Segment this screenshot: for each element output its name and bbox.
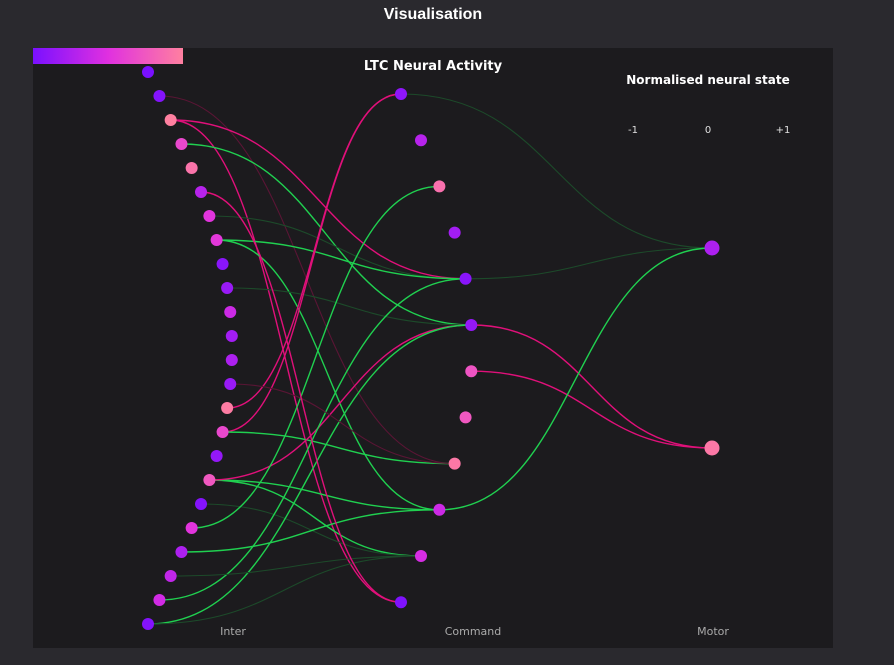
synapse-excitatory-27 xyxy=(439,247,713,511)
synapse-excitatory-15 xyxy=(191,185,440,529)
neuron-command-2 xyxy=(433,180,446,193)
synapse-inhibitory-1 xyxy=(170,119,466,280)
synapse-inhibitory-26 xyxy=(471,370,713,449)
neuron-inter-18 xyxy=(195,498,208,510)
synapse-layer xyxy=(147,93,713,625)
synapse-inhibitory-20 xyxy=(230,383,455,465)
neuron-inter-8 xyxy=(216,258,229,270)
neuron-inter-16 xyxy=(210,450,223,462)
neuron-inter-6 xyxy=(203,210,216,222)
synapse-excitatory-7 xyxy=(227,287,472,326)
plot-title: LTC Neural Activity xyxy=(363,59,503,74)
layer-label-inter: Inter xyxy=(220,625,246,638)
network-panel: LTC Neural Activity Normalised neural st… xyxy=(33,48,833,648)
synapse-excitatory-5 xyxy=(216,239,466,280)
neuron-command-8 xyxy=(448,457,461,470)
synapse-excitatory-16 xyxy=(181,509,440,553)
synapse-inhibitory-9 xyxy=(222,93,402,433)
neuron-inter-12 xyxy=(225,354,238,366)
neuron-inter-7 xyxy=(210,234,223,246)
neuron-inter-0 xyxy=(142,66,154,78)
layer-label-command: Command xyxy=(444,625,502,638)
neuron-motor-1 xyxy=(704,440,720,456)
synapse-excitatory-12 xyxy=(209,479,422,557)
neuron-inter-14 xyxy=(221,402,234,414)
window-title: Visualisation xyxy=(383,6,483,23)
neuron-command-1 xyxy=(415,134,428,147)
neuron-command-0 xyxy=(395,88,407,100)
neuron-inter-23 xyxy=(142,618,154,630)
neuron-command-10 xyxy=(415,550,428,562)
neuron-inter-2 xyxy=(164,114,177,126)
synapse-excitatory-6 xyxy=(216,239,440,511)
colorbar-tick-max: +1 xyxy=(775,125,791,136)
neuron-command-11 xyxy=(395,596,407,609)
synapse-inhibitory-2 xyxy=(170,119,402,603)
synapse-excitatory-21 xyxy=(170,555,422,577)
colorbar xyxy=(33,48,183,64)
synapse-excitatory-3 xyxy=(181,143,472,326)
neuron-command-3 xyxy=(448,226,461,239)
neuron-inter-1 xyxy=(153,90,166,102)
neuron-inter-19 xyxy=(185,522,198,534)
neuron-command-6 xyxy=(465,365,478,378)
colorbar-tick-min: -1 xyxy=(628,125,638,136)
synapse-inhibitory-22 xyxy=(201,191,402,603)
neuron-inter-5 xyxy=(195,186,208,198)
neuron-inter-13 xyxy=(224,378,237,390)
neuron-inter-3 xyxy=(175,138,188,150)
neuron-inter-17 xyxy=(203,474,216,486)
synapse-inhibitory-25 xyxy=(471,324,713,449)
neuron-inter-20 xyxy=(175,546,188,558)
colorbar-tick-mid: 0 xyxy=(704,125,712,136)
layer-label-motor: Motor xyxy=(697,625,729,638)
neuron-inter-9 xyxy=(221,282,234,294)
neuron-command-7 xyxy=(459,411,472,424)
synapse-inhibitory-13 xyxy=(209,324,472,481)
neuron-motor-0 xyxy=(704,240,720,256)
neuron-inter-15 xyxy=(216,426,229,438)
neuron-inter-4 xyxy=(185,162,198,174)
synapse-excitatory-11 xyxy=(209,479,440,511)
neuron-command-4 xyxy=(459,272,472,285)
synapse-excitatory-4 xyxy=(209,215,466,280)
neuron-inter-11 xyxy=(225,330,238,342)
neuron-command-5 xyxy=(465,319,478,331)
synapse-excitatory-10 xyxy=(222,431,455,465)
legend-title: Normalised neural state xyxy=(626,73,790,87)
synapse-excitatory-24 xyxy=(465,247,713,280)
neuron-command-9 xyxy=(433,503,446,516)
network-graph xyxy=(142,66,720,630)
neuron-inter-21 xyxy=(164,570,177,582)
synapse-excitatory-17 xyxy=(159,278,466,601)
neuron-inter-10 xyxy=(224,306,237,318)
synapse-excitatory-19 xyxy=(147,555,422,625)
synapse-excitatory-23 xyxy=(400,93,713,249)
neuron-inter-22 xyxy=(153,594,166,606)
neuron-layer xyxy=(142,66,720,630)
synapse-excitatory-18 xyxy=(147,324,472,625)
